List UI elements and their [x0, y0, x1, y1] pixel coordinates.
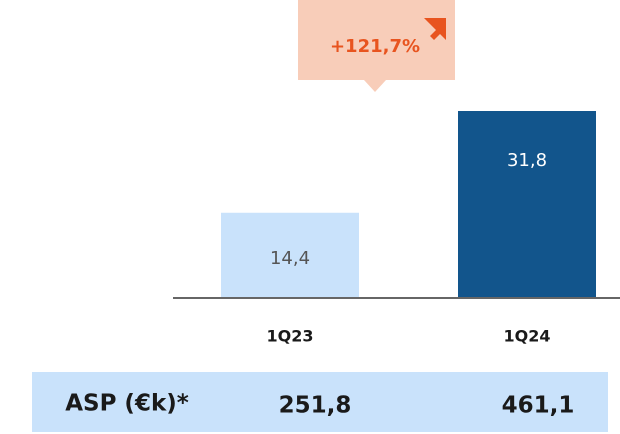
asp-value: 461,1: [502, 393, 575, 419]
bar: [458, 111, 596, 297]
bar-value-label: 31,8: [507, 150, 547, 171]
x-tick-label: 1Q24: [504, 327, 551, 346]
callout-pointer: [364, 80, 386, 92]
callout-box: [298, 0, 455, 80]
growth-arrow: [424, 18, 446, 40]
asp-value: 251,8: [279, 393, 352, 419]
x-tick-label: 1Q23: [267, 327, 314, 346]
growth-annotation: +121,7%: [330, 36, 420, 57]
asp-label: ASP (€k)*: [65, 391, 189, 417]
bar: [221, 212, 359, 297]
bar-value-label: 14,4: [270, 248, 310, 269]
asp-row: [32, 372, 608, 432]
